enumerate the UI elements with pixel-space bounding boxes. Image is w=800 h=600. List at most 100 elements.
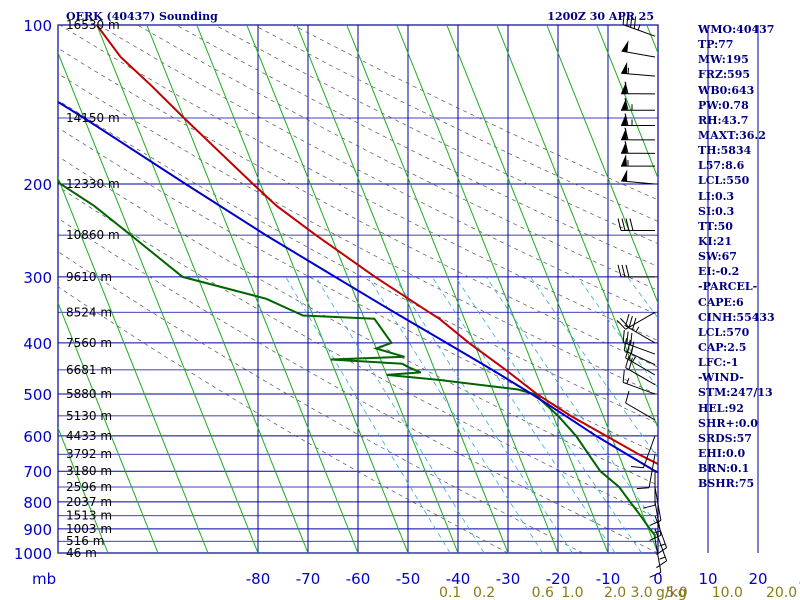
skewed-isotherms [58, 25, 658, 553]
isotherm-line [446, 25, 658, 553]
barb-staff [642, 435, 656, 468]
height-label: 10860 m [66, 228, 120, 242]
dry-adiabat [137, 25, 658, 291]
height-label: 16530 m [66, 18, 120, 32]
sounding-index: WB0:643 [698, 83, 755, 97]
wind-barb [621, 40, 656, 58]
plot-grid [57, 24, 759, 554]
barb-full [622, 330, 625, 343]
sounding-series-2 [58, 100, 658, 474]
barb-full [625, 355, 630, 368]
barb-staff [625, 357, 656, 376]
sounding-index: LCL:570 [698, 325, 750, 339]
height-label: 3792 m [66, 447, 112, 461]
wind-barb [620, 127, 656, 141]
barb-full [620, 318, 630, 328]
sounding-index: L57:8.6 [698, 159, 745, 173]
temperature-tick-label: 0 [653, 570, 663, 588]
isotherm-line [596, 25, 658, 180]
sounding-profiles [58, 25, 658, 539]
mixing-ratio-axis: 0.10.20.61.02.03.05.010.020.040g/kg [439, 585, 797, 600]
mixing-ratio-tick-label: 0.6 [532, 585, 554, 600]
barb-full [624, 113, 629, 126]
barb-full [624, 98, 629, 111]
sounding-index: EI:-0.2 [698, 265, 740, 279]
wind-barb [625, 391, 656, 421]
isotherm-line [58, 176, 209, 553]
dry-adiabat [58, 251, 584, 553]
sounding-index: LI:0.3 [698, 189, 735, 203]
sounding-time: 1200Z 30 APR 25 [547, 10, 654, 23]
pressure-tick-label: 200 [23, 176, 52, 194]
barb-full [631, 466, 644, 469]
height-label: 6681 m [66, 363, 112, 377]
barb-flag [621, 169, 628, 182]
barb-staff [625, 311, 656, 330]
isotherm-line [146, 25, 359, 553]
barb-half [637, 24, 641, 31]
barb-full [632, 317, 637, 331]
wind-barb [631, 435, 656, 469]
wind-barb [622, 330, 656, 355]
dry-adiabat [58, 186, 658, 519]
sounding-index: MAXT:36.2 [698, 128, 766, 142]
barb-flag [621, 61, 628, 74]
sounding-index: SW:67 [698, 250, 737, 264]
mixing-ratio-tick-label: 1.0 [561, 585, 583, 600]
mixing-ratio-unit: g/kg [656, 585, 687, 600]
sounding-index: MW:195 [698, 53, 749, 67]
isotherm-line [396, 25, 609, 553]
isotherm-line [58, 426, 109, 553]
barb-half [659, 543, 666, 547]
barb-full [630, 332, 633, 346]
isotherm-line [346, 25, 559, 553]
sounding-index: -PARCEL- [698, 280, 758, 294]
isotherm-line [246, 25, 459, 553]
barb-half [627, 67, 630, 74]
sounding-index: CAPE:6 [698, 295, 744, 309]
barb-full [628, 357, 633, 370]
isotherm-line [196, 25, 409, 553]
mixing-ratio-line [455, 276, 642, 553]
barb-full [642, 504, 656, 509]
sounding-indices-panel: WMO:40437 TP:77 MW:195 FRZ:595 WB0:643 PW:0.7… [698, 22, 798, 491]
wind-barb [636, 454, 656, 490]
sounding-index: STM:247/13 [698, 386, 773, 400]
barb-staff [625, 325, 656, 344]
temperature-tick-label: 20 [748, 570, 767, 588]
barb-full [656, 547, 667, 556]
temperature-tick-label: -30 [496, 570, 521, 588]
barb-full [649, 571, 662, 578]
dry-adiabat [98, 25, 658, 316]
pressure-axis: 100 200 300 400 500 600 700 800 900 1000 [14, 17, 52, 563]
wind-barb [620, 154, 656, 167]
pressure-tick-label: 500 [23, 386, 52, 404]
barb-half [659, 556, 666, 560]
height-label: 14150 m [66, 111, 120, 125]
temperature-tick-label: -60 [346, 570, 371, 588]
temperature-tick-label: 30 [798, 570, 800, 588]
height-label: 1003 m [66, 522, 112, 536]
temperature-axis: -80-70-60-50-40-30-20-10010203040 [246, 570, 800, 588]
barb-half [654, 530, 661, 533]
sounding-index: PW:0.78 [698, 98, 749, 112]
wind-barb [625, 355, 656, 386]
barb-staff [648, 454, 656, 488]
wind-barb [620, 113, 656, 126]
barb-full [649, 534, 662, 541]
wind-barb [622, 370, 656, 395]
sounding-index: CINH:55433 [698, 310, 775, 324]
barb-full [649, 520, 662, 527]
dry-adiabat [58, 156, 658, 486]
wind-barb [625, 313, 656, 344]
temperature-tick-label: -80 [246, 570, 271, 588]
pressure-tick-label: 300 [23, 269, 52, 287]
height-label: 2037 m [66, 495, 112, 509]
sounding-index: SHR+:0.0 [698, 416, 758, 430]
mixing-ratio-tick-label: 10.0 [712, 585, 743, 600]
sounding-index: FRZ:595 [698, 68, 751, 82]
wind-barb [654, 528, 668, 569]
height-label: 1513 m [66, 509, 112, 523]
barb-half [632, 356, 636, 363]
wind-barb [621, 169, 656, 185]
